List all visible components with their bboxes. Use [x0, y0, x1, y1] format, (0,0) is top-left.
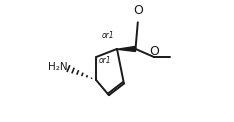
Text: or1: or1 [101, 31, 114, 40]
Text: O: O [133, 4, 143, 17]
Text: H₂N: H₂N [48, 62, 67, 72]
Text: or1: or1 [99, 56, 111, 65]
Text: O: O [149, 45, 159, 58]
Polygon shape [117, 46, 135, 51]
